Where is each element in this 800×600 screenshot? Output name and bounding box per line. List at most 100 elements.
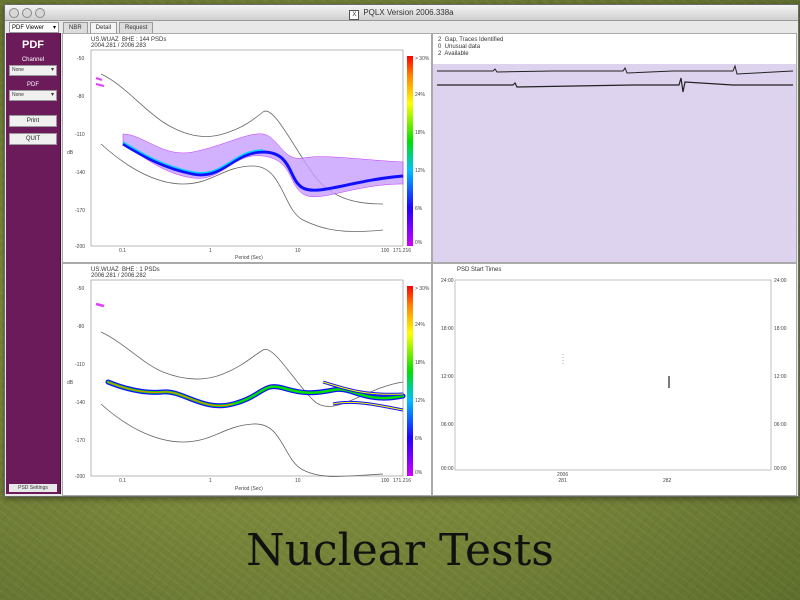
scale-tick: > 30%	[415, 56, 430, 62]
x-tick: 1	[209, 478, 212, 484]
channel-select[interactable]: None ▾	[9, 65, 57, 76]
scale-tick: 0%	[415, 470, 423, 476]
app-icon: X	[349, 10, 360, 20]
pdf-plot-bottom-canvas	[90, 279, 413, 477]
y-tick: -50	[77, 286, 85, 292]
trace-canvas	[437, 64, 794, 93]
right-tick: 06:00	[774, 422, 787, 428]
y-tick: -50	[77, 56, 85, 62]
y-tick: -200	[75, 474, 86, 480]
print-button[interactable]: Print	[9, 115, 57, 127]
pdf-outlier-marks	[95, 302, 105, 308]
start-times-title: PSD Start Times	[457, 267, 502, 273]
left-tick: 00:00	[441, 466, 454, 472]
tab-nbr[interactable]: NBR	[63, 22, 88, 34]
trace-legend-1: 2 Gap, Traces Identified	[438, 37, 504, 43]
trace-area	[433, 64, 796, 262]
left-tick: 12:00	[441, 374, 454, 380]
y-tick: -110	[75, 362, 85, 368]
x-axis-label: Period (Sec)	[235, 486, 263, 492]
chevron-down-icon: ▾	[50, 67, 54, 73]
scale-tick: 12%	[415, 168, 426, 174]
y-axis-label: dB	[67, 150, 74, 156]
y-tick: -200	[75, 244, 86, 250]
right-tick: 12:00	[774, 374, 787, 380]
x-tick: 100	[381, 478, 390, 484]
x-tick: 100	[381, 248, 390, 254]
sidebar: PDF Channel None ▾ PDF None ▾ Print QUIT…	[6, 33, 61, 494]
tab-bar: NBR Detail Request	[63, 22, 154, 34]
pdf-plot-top: US.WUAZ BHE : 144 PSDs 2004.281 / 2006.2…	[62, 33, 432, 263]
scale-tick: 6%	[415, 206, 423, 212]
high-noise-model-line	[100, 143, 384, 232]
pdf-band-peak	[107, 381, 234, 407]
zoom-window-button[interactable]	[35, 8, 45, 18]
app-window: X PQLX Version 2006.338a PDF Viewer ▾ NBR…	[4, 4, 799, 497]
y-tick: -170	[75, 438, 86, 444]
scale-tick: 18%	[415, 130, 426, 136]
pdf-plot-bottom-title: US.WUAZ BHE : 1 PSDs 2006.281 / 2006.282	[91, 267, 160, 279]
psd-start-times-panel: PSD Start Times 24:00 18:00 12:00 06:00 …	[432, 263, 797, 496]
pdf-select-value: None	[12, 92, 24, 98]
left-tick: 18:00	[441, 326, 454, 332]
high-noise-model-line	[100, 403, 384, 477]
pdf-secondary-core	[322, 381, 404, 411]
viewer-select-value: PDF Viewer	[12, 25, 44, 31]
pdf-plot-bottom: US.WUAZ BHE : 1 PSDs 2006.281 / 2006.282	[62, 263, 432, 496]
scale-tick: 24%	[415, 322, 426, 328]
trace-line-1	[437, 64, 794, 75]
y-axis-label: dB	[67, 380, 74, 386]
quit-button[interactable]: QUIT	[9, 133, 57, 145]
chevron-down-icon: ▾	[50, 92, 54, 98]
right-tick: 18:00	[774, 326, 787, 332]
plot-frame	[90, 49, 404, 247]
scale-tick: 18%	[415, 360, 426, 366]
scale-tick: 24%	[415, 92, 426, 98]
x-tick: 2006 281	[557, 472, 569, 484]
x-tick: 1	[209, 248, 212, 254]
y-tick: -80	[77, 324, 85, 330]
tab-detail[interactable]: Detail	[89, 22, 118, 34]
window-controls	[9, 8, 45, 18]
left-tick: 06:00	[441, 422, 454, 428]
left-tick: 24:00	[441, 278, 454, 284]
x-tick: 10	[295, 248, 301, 254]
pdf-outlier-marks	[95, 77, 105, 87]
x-tick: 0.1	[119, 248, 126, 254]
slide-title: Nuclear Tests	[246, 525, 554, 576]
x-tick: 0.1	[119, 478, 126, 484]
color-scale-bar	[407, 286, 413, 476]
plot-frame	[90, 279, 404, 477]
scale-tick: 6%	[415, 436, 423, 442]
trace-line-2	[437, 77, 793, 93]
channel-label: Channel	[21, 57, 45, 63]
scale-tick: 0%	[415, 240, 423, 246]
plot-frame	[454, 279, 772, 471]
tab-request[interactable]: Request	[119, 22, 154, 34]
scale-tick: > 30%	[415, 286, 430, 292]
viewer-select[interactable]: PDF Viewer ▾	[9, 22, 59, 33]
close-window-button[interactable]	[9, 8, 19, 18]
psd-settings-button[interactable]: PSD Settings	[9, 484, 57, 492]
color-scale-bar	[407, 56, 413, 246]
x-tick: 10	[295, 478, 301, 484]
low-noise-model-line	[100, 331, 404, 407]
pdf-label: PDF	[27, 82, 39, 88]
x-tick: 282	[663, 478, 672, 484]
y-tick: -170	[75, 208, 86, 214]
right-tick: 00:00	[774, 466, 787, 472]
pdf-plot-top-title: US.WUAZ BHE : 144 PSDs 2004.281 / 2006.2…	[91, 37, 167, 49]
y-tick: -80	[77, 94, 85, 100]
x-axis-label: Period (Sec)	[235, 255, 263, 261]
y-tick: -110	[75, 132, 85, 138]
minimize-window-button[interactable]	[22, 8, 32, 18]
chevron-down-icon: ▾	[52, 25, 56, 31]
window-title: PQLX Version 2006.338a	[363, 8, 454, 17]
title-bar: X PQLX Version 2006.338a	[5, 5, 798, 21]
start-times-canvas	[454, 279, 772, 471]
pdf-select[interactable]: None ▾	[9, 90, 57, 101]
pdf-mode-core	[122, 141, 264, 174]
y-tick: -140	[75, 400, 86, 406]
y-tick: -140	[75, 170, 86, 176]
trace-legend-2: 0 Unusual data	[438, 44, 481, 50]
